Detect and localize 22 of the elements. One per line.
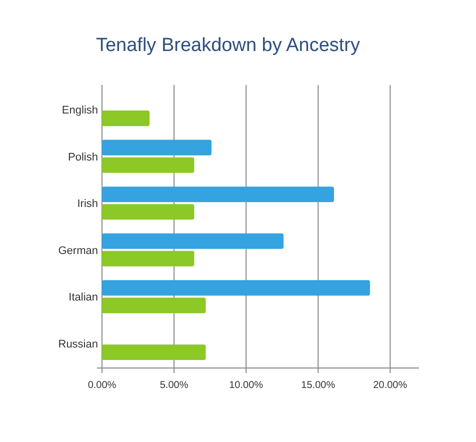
y-tick-label: Russian xyxy=(58,338,98,350)
x-tick-label: 0.00% xyxy=(88,380,116,391)
bar xyxy=(102,298,206,314)
y-tick-label: Italian xyxy=(68,292,98,304)
bar xyxy=(102,280,370,296)
bar xyxy=(102,157,194,173)
bar xyxy=(102,110,150,126)
bar xyxy=(102,344,206,360)
bar xyxy=(102,250,194,266)
bar xyxy=(102,186,334,202)
y-tick-label: German xyxy=(58,244,98,257)
bar xyxy=(102,233,284,249)
y-tick-label: Polish xyxy=(68,151,98,164)
x-tick-label: 5.00% xyxy=(160,380,188,391)
y-tick-label: Irish xyxy=(77,198,98,210)
y-tick-label: English xyxy=(62,104,98,117)
x-tick-label: 10.00% xyxy=(229,380,264,391)
bar xyxy=(102,204,194,220)
bar xyxy=(102,140,212,156)
x-tick-label: 20.00% xyxy=(373,380,408,391)
chart-title: Tenafly Breakdown by Ancestry xyxy=(96,35,361,56)
x-tick-label: 15.00% xyxy=(301,380,336,391)
